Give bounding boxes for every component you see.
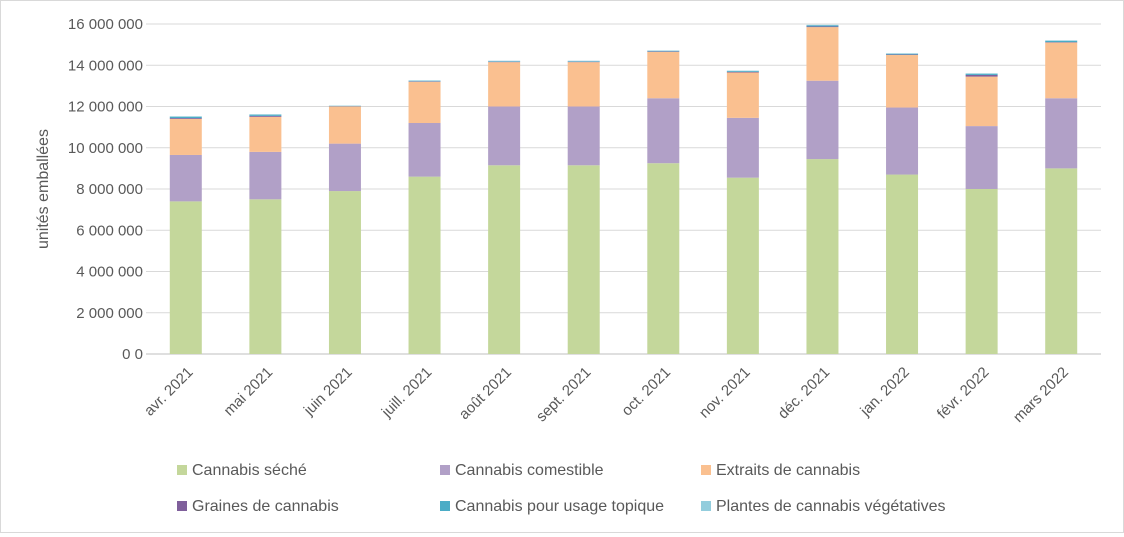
bar-segment — [488, 107, 520, 166]
legend-swatch — [177, 465, 187, 475]
bar-segment — [806, 26, 838, 27]
y-tick-labels: 0 0 2 000 000 4 000 000 6 000 000 8 000 000 1… — [68, 16, 143, 363]
bar-segment — [409, 82, 441, 123]
bar-segment — [249, 152, 281, 199]
bar-segment — [727, 72, 759, 117]
bar-segment — [329, 107, 361, 144]
y-tick-label: 2 000 000 — [76, 305, 143, 322]
bar-segment — [170, 117, 202, 118]
x-tick-label: juill. 2021 — [378, 364, 436, 422]
bar-segment — [249, 117, 281, 152]
legend-label: Cannabis séché — [192, 462, 307, 479]
x-tick-labels: avr. 2021 mai 2021 juin 2021 juill. 2021 aoû… — [141, 364, 1072, 426]
bar-segment — [568, 107, 600, 166]
bar-segment — [329, 144, 361, 191]
x-tick-label: mai 2021 — [221, 364, 277, 420]
y-tick-label: 4 000 000 — [76, 264, 143, 281]
bar-segment — [806, 159, 838, 354]
bar-segment — [568, 62, 600, 106]
bar-segment — [966, 74, 998, 75]
y-tick-label: 14 000 000 — [68, 57, 143, 74]
x-tick-label: mars 2022 — [1010, 364, 1072, 426]
bar-segment — [647, 98, 679, 163]
bar-segment — [409, 177, 441, 354]
legend-label: Plantes de cannabis végétatives — [716, 498, 945, 515]
bar-segment — [488, 62, 520, 106]
bar-segment — [409, 123, 441, 177]
bar-segment — [647, 51, 679, 52]
bar-segment — [249, 116, 281, 117]
bar-segment — [886, 108, 918, 175]
bar-segment — [966, 126, 998, 189]
bar-segment — [170, 155, 202, 201]
y-tick-label: 0 0 — [122, 346, 143, 363]
bar-segment — [488, 165, 520, 354]
y-tick-label: 6 000 000 — [76, 222, 143, 239]
bar-segment — [1045, 41, 1077, 42]
legend-swatch — [440, 465, 450, 475]
x-tick-label: oct. 2021 — [618, 364, 674, 420]
legend-label: Extraits de cannabis — [716, 462, 860, 479]
x-tick-label: jan. 2022 — [856, 364, 912, 420]
bar-segment — [727, 72, 759, 73]
bar-segment — [170, 116, 202, 117]
y-tick-label: 16 000 000 — [68, 16, 143, 33]
bar-segment — [488, 61, 520, 62]
bar-segment — [886, 175, 918, 354]
bar-segment — [1045, 168, 1077, 354]
legend-label: Cannabis pour usage topique — [455, 498, 664, 515]
bar-segment — [806, 27, 838, 81]
bar-segment — [1045, 98, 1077, 168]
bar-segment — [727, 118, 759, 178]
bar-segment — [568, 165, 600, 354]
x-tick-label: avr. 2021 — [141, 364, 197, 420]
bar-segment — [249, 199, 281, 354]
bar-segment — [647, 163, 679, 354]
bar-segment — [249, 115, 281, 116]
bar-segment — [170, 201, 202, 354]
x-tick-label: août 2021 — [456, 364, 515, 423]
bar-segment — [727, 71, 759, 72]
y-axis-label: unités emballées — [35, 129, 52, 249]
bar-segment — [1045, 40, 1077, 41]
legend-swatch — [440, 501, 450, 511]
bar-segment — [806, 25, 838, 26]
y-tick-label: 12 000 000 — [68, 99, 143, 116]
bar-segment — [886, 54, 918, 55]
legend-label: Graines de cannabis — [192, 498, 339, 515]
bar-segment — [329, 191, 361, 354]
legend: Cannabis séché Cannabis comestible Extrait… — [177, 462, 945, 515]
bar-segment — [727, 178, 759, 354]
bar-segment — [966, 75, 998, 77]
bar-segment — [1045, 43, 1077, 99]
y-tick-label: 8 000 000 — [76, 181, 143, 198]
x-tick-label: févr. 2022 — [934, 364, 993, 423]
legend-label: Cannabis comestible — [455, 462, 604, 479]
bar-segment — [966, 77, 998, 127]
legend-swatch — [177, 501, 187, 511]
bar-segment — [806, 25, 838, 26]
x-tick-label: juin 2021 — [300, 364, 356, 420]
bar-segment — [170, 119, 202, 155]
bar-segment — [170, 118, 202, 119]
x-tick-label: sept. 2021 — [533, 364, 595, 426]
bar-segment — [647, 52, 679, 98]
bar-segment — [966, 189, 998, 354]
bar-segment — [409, 81, 441, 82]
bar-segment — [886, 55, 918, 108]
gridlines — [146, 24, 1101, 354]
bar-segment — [568, 61, 600, 62]
x-tick-label: déc. 2021 — [775, 364, 834, 423]
y-tick-label: 10 000 000 — [68, 140, 143, 157]
legend-swatch — [701, 465, 711, 475]
bar-segment — [806, 81, 838, 159]
legend-swatch — [701, 501, 711, 511]
x-tick-label: nov. 2021 — [696, 364, 754, 422]
